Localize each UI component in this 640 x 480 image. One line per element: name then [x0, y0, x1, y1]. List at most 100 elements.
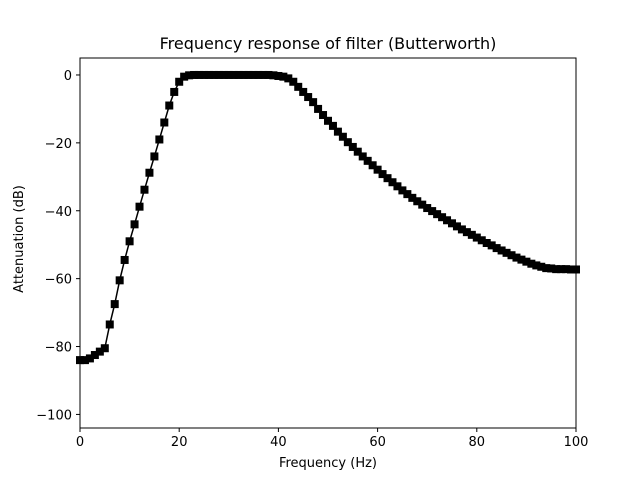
data-point — [90, 351, 99, 360]
plot-frame — [79, 57, 577, 429]
data-point — [438, 213, 447, 222]
data-point — [219, 70, 228, 79]
data-point — [363, 156, 372, 165]
data-point — [125, 237, 134, 246]
data-point — [557, 265, 566, 274]
data-point — [214, 70, 223, 79]
data-point — [264, 70, 273, 79]
data-point — [289, 77, 298, 86]
data-point — [423, 204, 432, 213]
data-point — [175, 77, 184, 86]
data-point — [239, 70, 248, 79]
data-point — [244, 70, 253, 79]
data-point — [353, 147, 362, 156]
data-point — [537, 262, 546, 271]
data-point — [462, 228, 471, 237]
data-point — [428, 207, 437, 216]
data-point — [130, 220, 139, 229]
data-point — [249, 70, 258, 79]
x-axis: 0 20 40 60 80 100 — [76, 428, 588, 450]
data-point — [507, 251, 516, 260]
data-point — [224, 70, 233, 79]
data-point — [542, 264, 551, 273]
data-point — [309, 98, 318, 107]
data-point — [190, 70, 199, 79]
data-point — [254, 70, 263, 79]
series-markers — [76, 70, 580, 365]
data-point — [522, 257, 531, 266]
x-axis-label: Frequency (Hz) — [279, 456, 377, 471]
data-point — [269, 71, 278, 80]
data-point — [150, 152, 159, 161]
data-point — [185, 71, 194, 80]
data-point — [492, 244, 501, 253]
data-point — [368, 161, 377, 170]
x-tick-label: 40 — [270, 435, 287, 450]
y-axis-label: Attenuation (dB) — [12, 185, 27, 293]
data-point — [452, 222, 461, 231]
data-point — [562, 265, 571, 274]
x-tick-label: 0 — [76, 435, 84, 450]
data-point — [170, 87, 179, 96]
data-point — [274, 71, 283, 80]
data-point — [512, 253, 521, 262]
data-point — [110, 300, 119, 309]
data-point — [234, 70, 243, 79]
data-point — [209, 70, 218, 79]
data-point — [502, 248, 511, 257]
data-point — [383, 174, 392, 183]
data-point — [299, 87, 308, 96]
data-point — [314, 104, 323, 113]
data-point — [348, 142, 357, 151]
data-point — [433, 210, 442, 219]
data-point — [195, 70, 204, 79]
data-point — [477, 236, 486, 245]
data-point — [140, 185, 149, 194]
data-point — [229, 70, 238, 79]
data-point — [418, 200, 427, 209]
data-point — [135, 202, 144, 211]
data-point — [120, 255, 129, 264]
y-tick-label: −20 — [45, 137, 72, 152]
data-point — [115, 276, 124, 285]
data-point — [165, 101, 174, 110]
data-point — [398, 186, 407, 195]
data-point — [180, 72, 189, 81]
data-point — [472, 233, 481, 242]
data-point — [80, 356, 89, 365]
data-point — [448, 219, 456, 228]
y-tick-label: −60 — [45, 273, 72, 288]
data-point — [373, 165, 382, 174]
y-tick-label: 0 — [64, 69, 72, 84]
data-point — [328, 121, 337, 130]
data-point — [294, 82, 303, 91]
data-point — [457, 225, 466, 234]
data-point — [403, 190, 412, 199]
data-point — [145, 168, 154, 177]
data-point — [443, 216, 452, 225]
data-point — [343, 138, 352, 147]
data-point — [204, 70, 213, 79]
data-point — [319, 111, 328, 120]
data-point — [324, 116, 332, 125]
data-point — [413, 197, 422, 206]
data-point — [155, 135, 164, 144]
data-point — [105, 320, 114, 329]
y-tick-label: −40 — [45, 205, 72, 220]
data-point — [160, 118, 169, 127]
data-point — [393, 182, 402, 191]
data-point — [547, 264, 556, 273]
data-point — [497, 246, 506, 255]
data-point — [200, 70, 208, 79]
data-point — [304, 93, 313, 102]
data-point — [259, 70, 268, 79]
chart-title: Frequency response of filter (Butterwort… — [160, 34, 497, 53]
data-point — [378, 170, 387, 179]
data-point — [284, 74, 293, 83]
data-point — [100, 344, 109, 353]
x-tick-label: 20 — [171, 435, 188, 450]
y-tick-label: −80 — [45, 341, 72, 356]
data-point — [85, 354, 94, 363]
y-tick-label: −100 — [36, 408, 72, 423]
